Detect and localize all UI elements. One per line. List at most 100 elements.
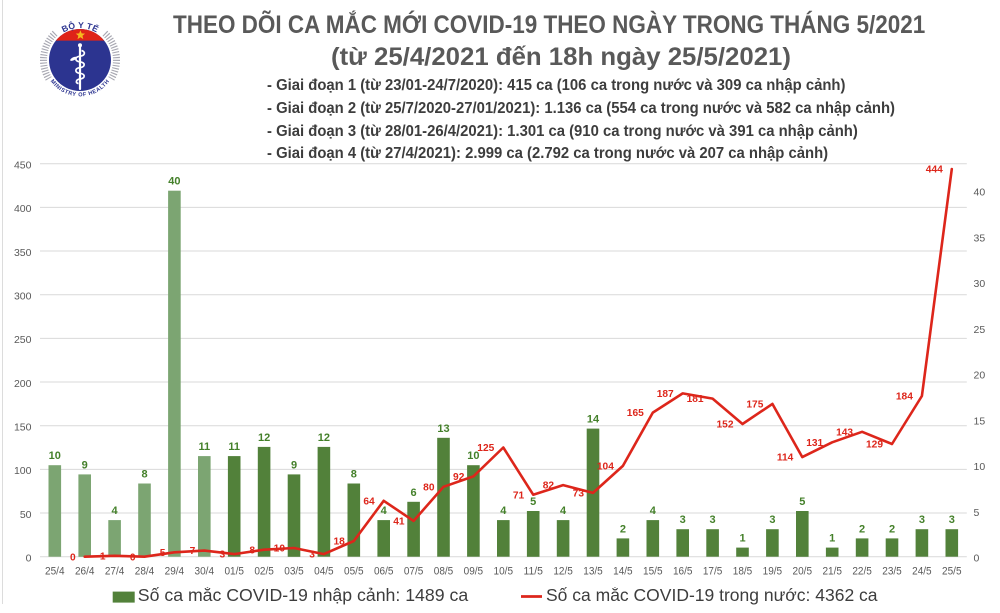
svg-text:4: 4 [650, 505, 657, 517]
svg-text:184: 184 [896, 392, 913, 403]
svg-text:73: 73 [573, 489, 585, 500]
svg-text:06/5: 06/5 [374, 566, 394, 578]
svg-text:152: 152 [717, 420, 734, 431]
svg-text:19/5: 19/5 [763, 566, 783, 578]
svg-text:0: 0 [70, 552, 76, 563]
svg-text:29/4: 29/4 [165, 566, 185, 578]
svg-text:92: 92 [453, 472, 465, 483]
svg-text:10/5: 10/5 [494, 566, 514, 578]
svg-text:5: 5 [799, 496, 805, 508]
svg-text:15: 15 [974, 415, 986, 427]
svg-text:5: 5 [974, 507, 980, 519]
svg-text:40: 40 [168, 176, 180, 188]
svg-text:03/5: 03/5 [284, 566, 304, 578]
svg-text:13: 13 [437, 423, 449, 435]
svg-text:18: 18 [333, 537, 345, 548]
svg-text:40: 40 [974, 187, 986, 199]
svg-text:09/5: 09/5 [464, 566, 484, 578]
svg-text:10: 10 [274, 544, 286, 555]
svg-text:444: 444 [926, 165, 943, 176]
svg-text:114: 114 [777, 453, 794, 464]
svg-text:25: 25 [974, 324, 986, 336]
svg-text:12: 12 [258, 432, 270, 444]
svg-text:250: 250 [14, 334, 32, 346]
svg-text:3: 3 [710, 514, 716, 526]
svg-text:25/5: 25/5 [942, 566, 962, 578]
svg-text:25/4: 25/4 [45, 566, 65, 578]
svg-text:20: 20 [974, 370, 986, 382]
svg-text:71: 71 [513, 490, 525, 501]
svg-text:3: 3 [769, 514, 775, 526]
svg-text:3: 3 [220, 550, 226, 561]
svg-text:10: 10 [49, 450, 61, 462]
svg-text:150: 150 [14, 422, 32, 434]
svg-text:175: 175 [746, 400, 763, 411]
svg-text:28/4: 28/4 [135, 566, 155, 578]
svg-text:Số ca mắc COVID-19 trong nước:: Số ca mắc COVID-19 trong nước: 4362 ca [546, 587, 878, 605]
svg-text:24/5: 24/5 [912, 566, 932, 578]
svg-text:14/5: 14/5 [613, 566, 633, 578]
svg-text:4: 4 [381, 505, 388, 517]
svg-text:165: 165 [627, 408, 644, 419]
svg-text:100: 100 [14, 465, 32, 477]
svg-text:4: 4 [560, 505, 567, 517]
svg-text:1: 1 [829, 533, 835, 545]
svg-text:30/4: 30/4 [195, 566, 215, 578]
svg-text:15/5: 15/5 [643, 566, 663, 578]
svg-text:20/5: 20/5 [793, 566, 813, 578]
svg-text:9: 9 [291, 459, 297, 471]
svg-text:21/5: 21/5 [822, 566, 842, 578]
svg-text:30: 30 [974, 278, 986, 290]
svg-text:129: 129 [866, 440, 883, 451]
svg-text:0: 0 [974, 553, 980, 565]
svg-text:18/5: 18/5 [733, 566, 753, 578]
svg-text:10: 10 [467, 450, 479, 462]
svg-text:1: 1 [739, 533, 745, 545]
svg-text:3: 3 [680, 514, 686, 526]
svg-text:2: 2 [889, 523, 895, 535]
svg-text:27/4: 27/4 [105, 566, 125, 578]
svg-text:3: 3 [919, 514, 925, 526]
svg-text:16/5: 16/5 [673, 566, 693, 578]
svg-text:12: 12 [318, 432, 330, 444]
svg-text:350: 350 [14, 247, 32, 259]
svg-text:11/5: 11/5 [523, 566, 543, 578]
svg-text:13/5: 13/5 [583, 566, 603, 578]
svg-text:10: 10 [974, 461, 986, 473]
svg-text:4: 4 [500, 505, 507, 517]
svg-text:Số ca mắc COVID-19 nhập cảnh:: Số ca mắc COVID-19 nhập cảnh: 1489 ca [138, 587, 469, 605]
svg-text:23/5: 23/5 [882, 566, 902, 578]
svg-text:2: 2 [620, 523, 626, 535]
svg-text:07/5: 07/5 [404, 566, 424, 578]
svg-text:41: 41 [393, 517, 405, 528]
svg-text:300: 300 [14, 291, 32, 303]
svg-text:7: 7 [190, 546, 196, 557]
svg-text:6: 6 [411, 487, 417, 499]
svg-text:5: 5 [530, 496, 536, 508]
svg-text:50: 50 [20, 509, 32, 521]
svg-text:04/5: 04/5 [314, 566, 334, 578]
svg-text:11: 11 [228, 441, 240, 453]
svg-text:35: 35 [974, 232, 986, 244]
svg-text:0: 0 [26, 553, 32, 565]
svg-text:82: 82 [543, 481, 555, 492]
svg-text:181: 181 [687, 394, 704, 405]
svg-text:143: 143 [836, 427, 853, 438]
svg-text:80: 80 [423, 482, 435, 493]
svg-text:5: 5 [160, 548, 166, 559]
svg-text:200: 200 [14, 378, 32, 390]
svg-text:450: 450 [14, 160, 32, 172]
svg-text:131: 131 [806, 438, 823, 449]
svg-text:05/5: 05/5 [344, 566, 364, 578]
svg-text:9: 9 [82, 459, 88, 471]
svg-text:12/5: 12/5 [553, 566, 573, 578]
svg-text:08/5: 08/5 [434, 566, 454, 578]
svg-text:02/5: 02/5 [254, 566, 274, 578]
svg-text:104: 104 [597, 462, 614, 473]
svg-text:01/5: 01/5 [224, 566, 244, 578]
svg-text:26/4: 26/4 [75, 566, 95, 578]
svg-text:64: 64 [363, 496, 375, 507]
svg-text:3: 3 [949, 514, 955, 526]
svg-text:8: 8 [249, 545, 255, 556]
svg-text:BỘ Y TẾ: BỘ Y TẾ [60, 19, 100, 34]
